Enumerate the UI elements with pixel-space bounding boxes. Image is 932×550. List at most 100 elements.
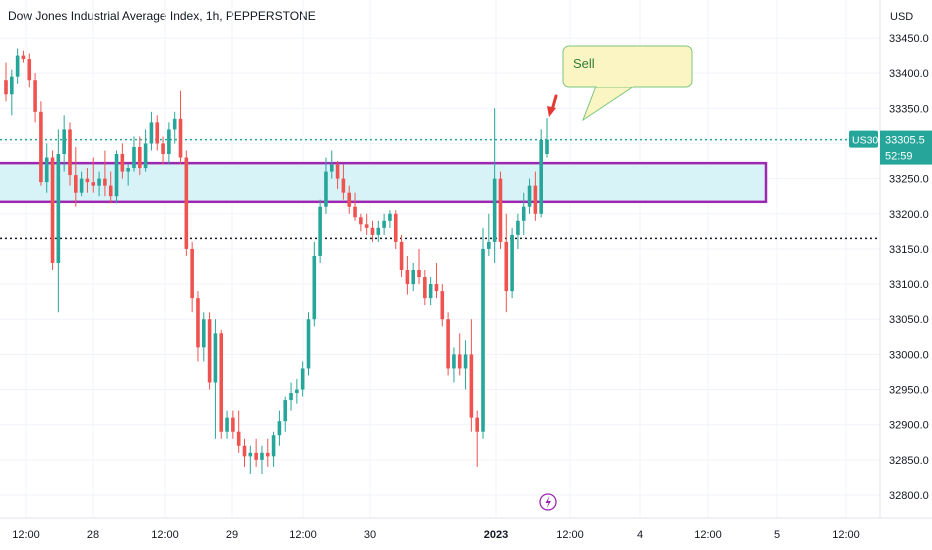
candle-body xyxy=(376,227,381,235)
symbol-badge xyxy=(849,130,878,148)
candle-body xyxy=(504,241,509,292)
candle-body xyxy=(359,217,363,225)
candle-body xyxy=(190,248,194,299)
candle-body xyxy=(469,354,474,418)
candle-body xyxy=(434,284,439,292)
candle-body xyxy=(132,146,136,169)
candle-body xyxy=(236,431,241,446)
candle-body xyxy=(289,393,293,401)
candle-body xyxy=(463,354,468,369)
candle-body xyxy=(248,452,253,457)
candle-body xyxy=(207,319,212,383)
candle-body xyxy=(457,354,462,369)
price-tick-label: 33200.0 xyxy=(889,209,929,221)
lightning-icon xyxy=(545,496,551,509)
time-tick-label: 12:00 xyxy=(556,529,584,541)
candle-body xyxy=(475,417,479,432)
time-tick-label: 12:00 xyxy=(151,529,179,541)
candle-body xyxy=(85,178,90,183)
candle-body xyxy=(324,171,328,207)
candle-body xyxy=(271,435,276,457)
candle-body xyxy=(33,80,37,112)
chart-title: Dow Jones Industrial Average Index, 1h, … xyxy=(8,9,316,23)
candle-body xyxy=(399,241,404,271)
candle-body xyxy=(353,206,357,218)
candle-body xyxy=(231,417,235,432)
candle-body xyxy=(91,182,96,186)
candle-body xyxy=(56,154,61,263)
candle-body xyxy=(50,157,55,263)
candle-body xyxy=(27,59,32,81)
time-tick-label: 12:00 xyxy=(289,529,317,541)
time-tick-label: 12:00 xyxy=(832,529,860,541)
callout-tail xyxy=(581,85,636,122)
candle-body xyxy=(364,224,369,228)
candle-body xyxy=(167,129,171,155)
candle-body xyxy=(492,178,497,242)
candle-body xyxy=(161,143,165,155)
candle-body xyxy=(172,118,177,130)
candle-body xyxy=(155,122,160,144)
last-price-text: 33305.5 xyxy=(885,135,925,147)
price-tick-label: 32850.0 xyxy=(889,455,929,467)
candle-body xyxy=(254,452,258,460)
candle-body xyxy=(277,421,282,436)
countdown-text: 52:59 xyxy=(885,151,913,163)
candle-body xyxy=(114,154,119,197)
candle-body xyxy=(15,55,20,77)
candle-body xyxy=(178,118,183,158)
candle-body xyxy=(341,178,346,193)
candle-body xyxy=(143,143,148,169)
candle-body xyxy=(21,55,26,60)
callout-text: Sell xyxy=(573,56,595,71)
candle-body xyxy=(10,76,14,95)
time-tick-label: 12:00 xyxy=(694,529,722,541)
time-tick-label: 5 xyxy=(774,529,780,541)
price-tick-label: 33400.0 xyxy=(889,68,929,80)
candle-body xyxy=(452,354,456,369)
candle-body xyxy=(74,175,78,193)
symbol-badge-text: US30 xyxy=(852,135,878,147)
price-tick-label: 33000.0 xyxy=(889,349,929,361)
price-tick-label: 33100.0 xyxy=(889,279,929,291)
time-tick-label: 12:00 xyxy=(12,529,40,541)
candle-body xyxy=(68,129,72,176)
candle-body xyxy=(4,80,8,95)
candle-body xyxy=(405,270,410,285)
candle-body xyxy=(533,185,538,214)
price-tick-label: 32900.0 xyxy=(889,420,929,432)
candle-body xyxy=(306,319,311,369)
candle-body xyxy=(213,333,218,383)
candle-body xyxy=(428,284,433,299)
candle-body xyxy=(219,333,224,432)
time-tick-label: 29 xyxy=(226,529,238,541)
candle-body xyxy=(260,452,264,460)
price-tick-label: 32800.0 xyxy=(889,490,929,502)
candle-body xyxy=(335,164,340,179)
candle-body xyxy=(417,270,421,278)
candle-body xyxy=(300,368,305,390)
candle-body xyxy=(545,139,549,155)
price-tick-label: 33250.0 xyxy=(889,174,929,186)
time-tick-label: 28 xyxy=(87,529,99,541)
candle-body xyxy=(393,213,398,242)
candle-body xyxy=(481,248,485,432)
candle-body xyxy=(370,227,375,235)
candle-body xyxy=(411,270,416,285)
candle-body xyxy=(39,111,43,183)
candle-body xyxy=(120,154,125,172)
candle-body xyxy=(97,178,101,186)
candle-body xyxy=(103,178,107,186)
time-tick-label: 2023 xyxy=(484,529,508,541)
candle-body xyxy=(516,220,520,235)
candle-body xyxy=(79,178,84,193)
candle-body xyxy=(265,452,270,457)
candle-body xyxy=(498,178,503,242)
candle-body xyxy=(539,139,543,214)
candle-body xyxy=(137,146,142,169)
price-tick-label: 33050.0 xyxy=(889,314,929,326)
candle-body xyxy=(446,319,450,369)
time-tick-label: 4 xyxy=(637,529,643,541)
